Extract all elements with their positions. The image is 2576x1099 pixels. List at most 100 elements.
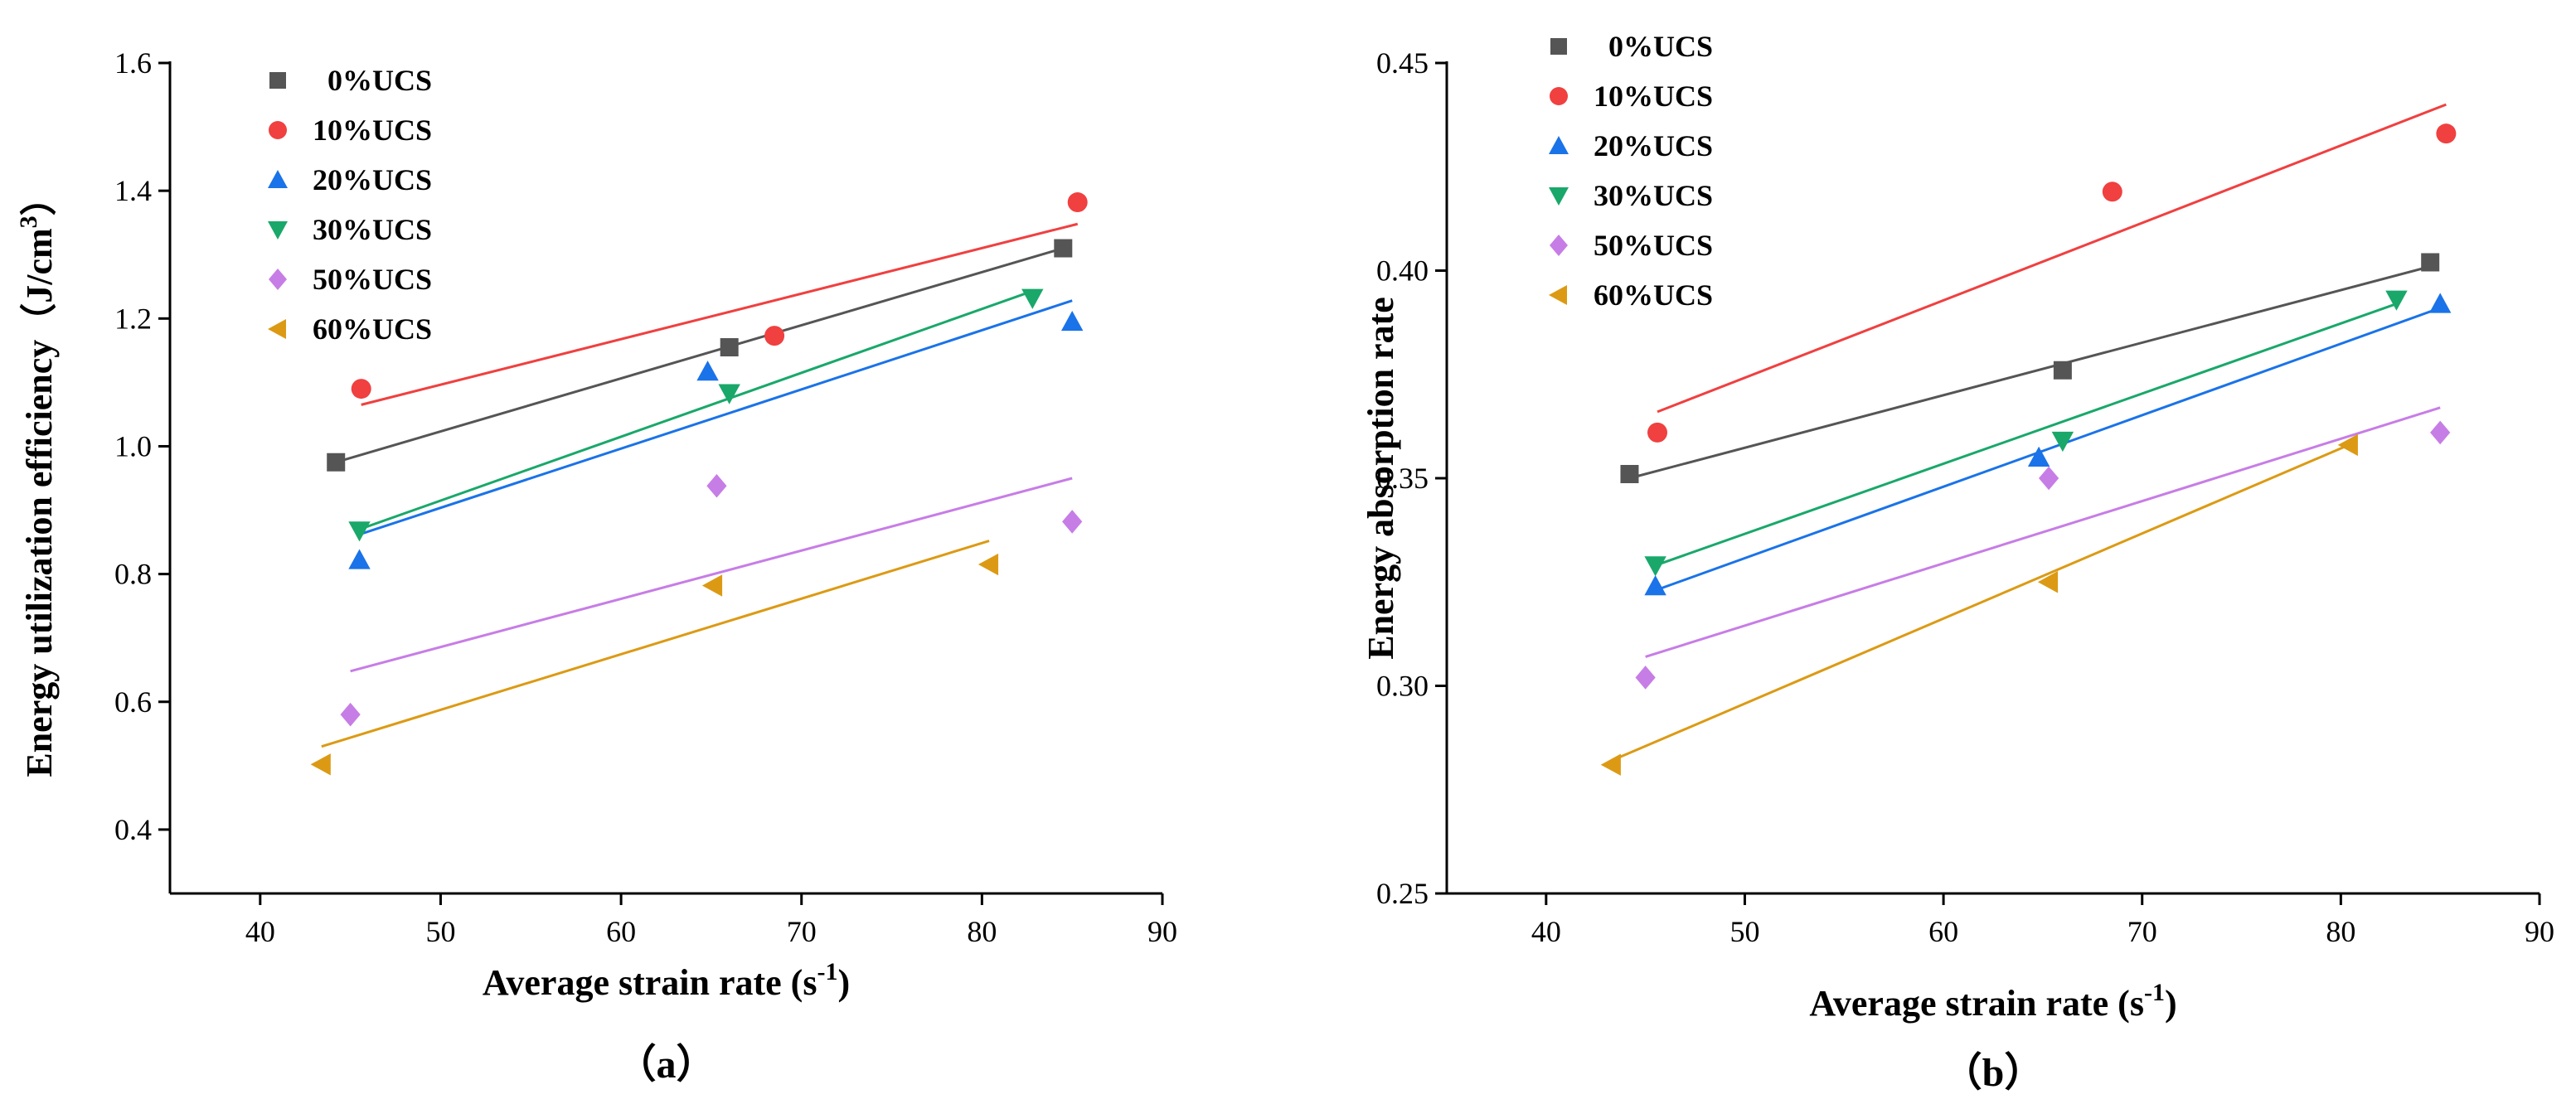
data-point <box>340 702 361 727</box>
legend-label: 0%UCS <box>313 64 432 97</box>
y-tick-label: 0.8 <box>114 558 152 591</box>
data-point <box>1067 192 1088 213</box>
y-tick-label: 0.25 <box>1376 877 1429 910</box>
data-point <box>2038 466 2059 491</box>
series-60%UCS <box>310 540 999 776</box>
series-10%UCS <box>351 192 1088 406</box>
data-point <box>1620 464 1639 483</box>
x-axis-label: Average strain rate (s-1) <box>1809 979 2176 1024</box>
y-tick-label: 1.2 <box>114 302 152 335</box>
y-axis-label-text: Energy absorption rate <box>1361 297 1401 660</box>
legend-marker <box>269 121 287 139</box>
data-point <box>348 549 371 569</box>
series-60%UCS <box>1600 433 2358 776</box>
y-axis-label-text: Energy utilization efficiency（J/cm <box>19 228 60 777</box>
x-axis-label-text: Average strain rate (s <box>483 962 817 1003</box>
x-tick-label: 90 <box>2525 915 2554 948</box>
data-point <box>1644 575 1666 596</box>
legend-marker <box>1550 235 1568 256</box>
data-point <box>1021 288 1044 309</box>
y-axis-label-end: ） <box>19 179 60 215</box>
x-axis-label: Average strain rate (s-1) <box>483 958 850 1003</box>
series-10%UCS <box>1647 103 2457 443</box>
x-tick-label: 70 <box>787 915 817 948</box>
y-tick-label: 0.45 <box>1376 46 1429 80</box>
fit-line <box>1657 103 2447 414</box>
data-point <box>348 521 371 542</box>
series-50%UCS <box>1635 406 2451 690</box>
x-tick-label: 90 <box>1147 915 1177 948</box>
x-axis-label-text: Average strain rate (s <box>1809 983 2144 1024</box>
legend-label: 50%UCS <box>1594 229 1713 262</box>
y-axis-label-sup: 3 <box>15 215 42 228</box>
fit-line <box>1655 303 2397 567</box>
legend-label: 20%UCS <box>1594 129 1713 162</box>
x-tick-label: 60 <box>1928 915 1958 948</box>
y-axis-label: Energy absorption rate <box>1361 297 1401 660</box>
fit-line <box>361 222 1079 406</box>
y-tick-label: 0.40 <box>1376 254 1429 288</box>
legend-label: 0%UCS <box>1594 30 1713 63</box>
series-0%UCS <box>327 239 1073 472</box>
legend-label: 30%UCS <box>313 213 432 246</box>
y-tick-label: 0.4 <box>114 813 152 846</box>
panel-a: 40 50 60 70 80 90 0.4 0.6 0.8 1.0 1.2 1.4 1.6 Average… <box>15 46 1177 1087</box>
y-tick-label: 0.6 <box>114 685 152 719</box>
data-point <box>2428 293 2452 313</box>
data-point <box>310 753 331 776</box>
y-tick-label: 1.6 <box>114 46 152 80</box>
panel-b: 40 50 60 70 80 90 0.25 0.30 0.35 0.40 0.45 Average … <box>1361 30 2554 1095</box>
x-tick-label: 40 <box>245 915 275 948</box>
x-tick-label: 50 <box>1729 915 1759 948</box>
series-30%UCS <box>1644 290 2408 577</box>
panel-caption: （a） <box>616 1043 716 1087</box>
x-tick-label: 80 <box>967 915 997 948</box>
series-50%UCS <box>340 473 1083 727</box>
legend-marker <box>1549 187 1569 206</box>
fit-line <box>1645 406 2441 658</box>
x-tick-label: 70 <box>2127 915 2157 948</box>
legend-marker <box>268 319 286 339</box>
data-point <box>2385 290 2408 311</box>
data-point <box>718 384 740 404</box>
legend-label: 50%UCS <box>313 263 432 296</box>
data-point <box>2337 433 2358 457</box>
data-point <box>1054 239 1073 258</box>
data-point <box>2053 361 2072 380</box>
fit-line <box>321 540 990 748</box>
fit-line <box>359 299 1073 536</box>
fit-line <box>359 289 1033 531</box>
legend-marker <box>1549 285 1567 305</box>
data-point <box>764 326 785 346</box>
legend-marker <box>268 170 288 188</box>
legend-label: 30%UCS <box>1594 179 1713 212</box>
legend-marker <box>269 72 286 89</box>
data-point <box>1647 422 1668 443</box>
data-point <box>701 574 723 597</box>
legend-marker <box>1549 136 1569 154</box>
legend: 0%UCS 10%UCS 20%UCS 30%UCS 50%UCS 60%UCS <box>268 64 432 346</box>
data-point <box>706 473 727 498</box>
fit-line <box>1611 443 2350 763</box>
y-axis-label: Energy utilization efficiency（J/cm3） <box>15 179 60 777</box>
x-axis-label-end: ) <box>2165 983 2177 1024</box>
data-point <box>1600 753 1621 776</box>
data-point <box>978 553 999 576</box>
data-point <box>351 379 371 399</box>
data-point <box>2027 446 2050 467</box>
legend-label: 20%UCS <box>313 163 432 196</box>
data-point <box>1644 556 1666 577</box>
fit-line <box>1655 307 2441 592</box>
legend-label: 60%UCS <box>1594 278 1713 312</box>
data-point <box>2102 182 2122 202</box>
legend-marker <box>1550 87 1568 105</box>
x-tick-label: 80 <box>2326 915 2355 948</box>
panel-caption: （b） <box>1943 1051 2045 1095</box>
legend: 0%UCS 10%UCS 20%UCS 30%UCS 50%UCS 60%UCS <box>1549 30 1713 312</box>
series-20%UCS <box>1644 293 2452 596</box>
x-tick-label: 60 <box>606 915 636 948</box>
series-0%UCS <box>1620 253 2440 483</box>
x-tick-label: 40 <box>1531 915 1561 948</box>
legend-label: 60%UCS <box>313 312 432 346</box>
